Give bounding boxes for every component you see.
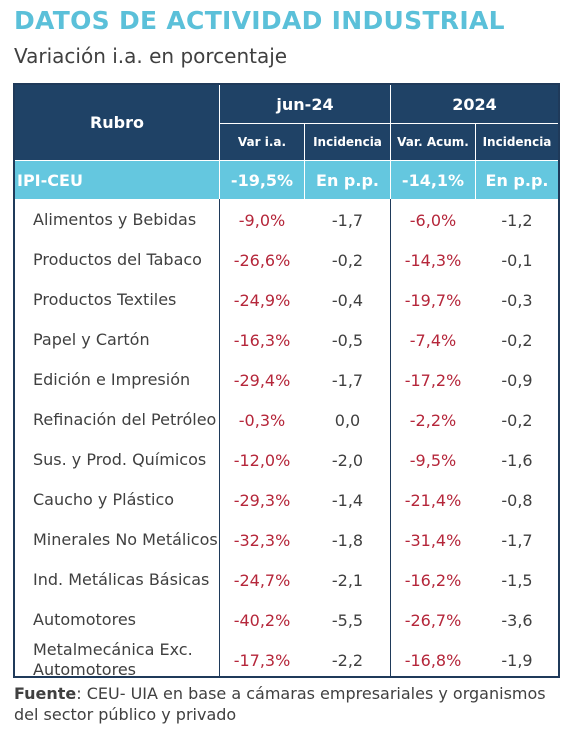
header-var-ia: Var i.a. bbox=[220, 124, 304, 160]
row-var-acum: -14,3% bbox=[404, 250, 462, 270]
row-incidencia-1: -2,0 bbox=[331, 450, 364, 470]
row-rubro: Productos del Tabaco bbox=[33, 250, 202, 269]
row-incidencia-2: -0,3 bbox=[501, 290, 533, 310]
row-var-ia: -17,3% bbox=[233, 650, 291, 670]
ipi-var-ia: -19,5% bbox=[220, 161, 304, 199]
row-rubro: Edición e Impresión bbox=[33, 370, 191, 389]
row-var-acum: -6,0% bbox=[409, 210, 457, 230]
row-var-ia: -26,6% bbox=[233, 250, 291, 270]
row-var-ia: -16,3% bbox=[233, 330, 291, 350]
table-row: Edición e Impresión -29,4% -1,7 -17,2% -0,9 bbox=[15, 360, 558, 400]
row-incidencia-2: -0,9 bbox=[501, 370, 533, 390]
row-var-acum: -17,2% bbox=[404, 370, 462, 390]
row-incidencia-1: -1,7 bbox=[331, 370, 364, 390]
row-var-acum: -16,8% bbox=[404, 650, 462, 670]
row-var-acum: -21,4% bbox=[404, 490, 462, 510]
header-group-jun24: jun-24 bbox=[220, 85, 390, 123]
table-row: Papel y Cartón -16,3% -0,5 -7,4% -0,2 bbox=[15, 320, 558, 360]
table-row: Productos del Tabaco -26,6% -0,2 -14,3% -0,1 bbox=[15, 240, 558, 280]
row-incidencia-1: -1,4 bbox=[331, 490, 364, 510]
row-var-ia: -29,3% bbox=[233, 490, 291, 510]
row-rubro: Caucho y Plástico bbox=[33, 490, 175, 509]
row-var-acum: -26,7% bbox=[404, 610, 462, 630]
source-label: Fuente bbox=[14, 684, 77, 703]
row-incidencia-1: -0,2 bbox=[331, 250, 364, 270]
header-rubro: Rubro bbox=[15, 85, 219, 160]
row-incidencia-2: -3,6 bbox=[501, 610, 533, 630]
row-incidencia-2: -0,1 bbox=[501, 250, 533, 270]
row-incidencia-1: -0,4 bbox=[331, 290, 364, 310]
row-incidencia-2: -1,7 bbox=[501, 530, 533, 550]
row-var-acum: -2,2% bbox=[409, 410, 457, 430]
row-incidencia-1: -1,8 bbox=[331, 530, 364, 550]
divider-rubro bbox=[219, 199, 220, 678]
table-row: Refinación del Petróleo -0,3% 0,0 -2,2% -0,2 bbox=[15, 400, 558, 440]
row-incidencia-1: 0,0 bbox=[334, 410, 361, 430]
table-row: Caucho y Plástico -29,3% -1,4 -21,4% -0,8 bbox=[15, 480, 558, 520]
row-incidencia-2: -0,2 bbox=[501, 330, 533, 350]
row-incidencia-2: -1,5 bbox=[501, 570, 533, 590]
ipi-label: IPI-CEU bbox=[15, 161, 219, 199]
row-rubro: Alimentos y Bebidas bbox=[33, 210, 197, 229]
row-rubro: Papel y Cartón bbox=[33, 330, 150, 349]
row-var-ia: -29,4% bbox=[233, 370, 291, 390]
row-var-acum: -16,2% bbox=[404, 570, 462, 590]
row-incidencia-1: -0,5 bbox=[331, 330, 364, 350]
row-var-acum: -9,5% bbox=[409, 450, 457, 470]
row-rubro: Sus. y Prod. Químicos bbox=[33, 450, 207, 469]
divider-groups bbox=[390, 199, 391, 678]
ipi-var-acum: -14,1% bbox=[391, 161, 475, 199]
row-incidencia-2: -1,6 bbox=[501, 450, 533, 470]
row-var-acum: -7,4% bbox=[409, 330, 457, 350]
row-incidencia-2: -0,8 bbox=[501, 490, 533, 510]
header-group-2024: 2024 bbox=[391, 85, 558, 123]
row-incidencia-1: -2,1 bbox=[331, 570, 364, 590]
table-row: Ind. Metálicas Básicas -24,7% -2,1 -16,2% -1… bbox=[15, 560, 558, 600]
source-note: Fuente: CEU- UIA en base a cámaras empre… bbox=[14, 683, 559, 725]
row-incidencia-2: -0,2 bbox=[501, 410, 533, 430]
page-subtitle: Variación i.a. en porcentaje bbox=[14, 44, 288, 68]
data-table: Rubro jun-24 2024 Var i.a. Incidencia Va… bbox=[13, 83, 560, 680]
row-var-ia: -32,3% bbox=[233, 530, 291, 550]
source-text: : CEU- UIA en base a cámaras empresarial… bbox=[14, 684, 546, 724]
row-var-ia: -24,9% bbox=[233, 290, 291, 310]
row-var-ia: -40,2% bbox=[233, 610, 291, 630]
table-row: Minerales No Metálicos -32,3% -1,8 -31,4% -1… bbox=[15, 520, 558, 560]
page-title: DATOS DE ACTIVIDAD INDUSTRIAL bbox=[14, 6, 505, 35]
header-incidencia-2: Incidencia bbox=[476, 124, 558, 160]
row-rubro: Minerales No Metálicos bbox=[33, 530, 218, 549]
row-var-ia: -9,0% bbox=[238, 210, 286, 230]
row-rubro: Ind. Metálicas Básicas bbox=[33, 570, 210, 589]
row-incidencia-1: -2,2 bbox=[331, 650, 364, 670]
row-incidencia-1: -1,7 bbox=[331, 210, 364, 230]
row-var-ia: -12,0% bbox=[233, 450, 291, 470]
row-incidencia-2: -1,9 bbox=[501, 650, 533, 670]
row-var-acum: -19,7% bbox=[404, 290, 462, 310]
row-rubro: Productos Textiles bbox=[33, 290, 177, 309]
row-incidencia-1: -5,5 bbox=[331, 610, 364, 630]
row-rubro: Automotores bbox=[33, 610, 136, 629]
header-var-acum: Var. Acum. bbox=[391, 124, 475, 160]
header-incidencia-1: Incidencia bbox=[305, 124, 390, 160]
row-incidencia-2: -1,2 bbox=[501, 210, 533, 230]
row-var-ia: -0,3% bbox=[238, 410, 286, 430]
ipi-incidencia-1: En p.p. bbox=[305, 161, 390, 199]
ipi-incidencia-2: En p.p. bbox=[476, 161, 558, 199]
row-var-ia: -24,7% bbox=[233, 570, 291, 590]
row-rubro: Refinación del Petróleo bbox=[33, 410, 217, 429]
table-row: Metalmecánica Exc. Automotores -17,3% -2,2… bbox=[15, 640, 558, 680]
table-row: Sus. y Prod. Químicos -12,0% -2,0 -9,5% -1,6 bbox=[15, 440, 558, 480]
row-rubro: Metalmecánica Exc. Automotores bbox=[33, 640, 193, 679]
table-row: Productos Textiles -24,9% -0,4 -19,7% -0,3 bbox=[15, 280, 558, 320]
table-row: Automotores -40,2% -5,5 -26,7% -3,6 bbox=[15, 600, 558, 640]
table-row: Alimentos y Bebidas -9,0% -1,7 -6,0% -1,2 bbox=[15, 200, 558, 240]
row-var-acum: -31,4% bbox=[404, 530, 462, 550]
